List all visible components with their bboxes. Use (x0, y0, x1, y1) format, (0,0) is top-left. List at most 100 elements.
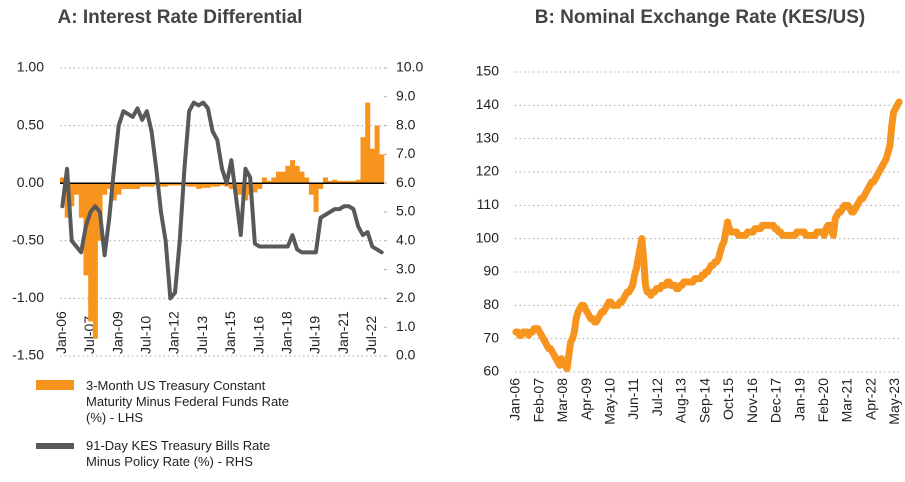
bar (379, 154, 385, 184)
x-tick-label: Jan-06 (53, 311, 69, 354)
bar (205, 183, 211, 188)
bar (341, 180, 347, 184)
y2-tick-label: 6.0 (396, 174, 416, 190)
y-tick-label: -0.50 (12, 232, 44, 248)
bar (158, 183, 164, 187)
x-tick-label: Jun-11 (625, 378, 641, 420)
y-tick-label: -1.00 (12, 289, 44, 305)
bar (318, 183, 324, 189)
x-tick-label: Feb-07 (530, 378, 546, 423)
bar (219, 183, 225, 186)
bar (285, 165, 291, 184)
bar (60, 177, 65, 184)
x-tick-label: Nov-16 (744, 378, 760, 423)
legend-entry: 3-Month US Treasury Constant Maturity Mi… (34, 378, 304, 426)
line (512, 98, 903, 373)
bar (214, 183, 220, 187)
bar (106, 183, 112, 189)
bar (365, 102, 371, 184)
bar (210, 183, 216, 187)
bar (78, 183, 84, 218)
x-tick-label: May-23 (886, 378, 902, 425)
y2-tick-label: 0.0 (396, 347, 416, 363)
y-tick-label: -1.50 (12, 347, 44, 363)
bar (332, 179, 338, 184)
bar (374, 125, 380, 184)
x-tick-label: Jul-19 (307, 316, 323, 354)
y2-tick-label: 7.0 (396, 145, 416, 161)
x-tick-label: Jan-19 (791, 378, 807, 421)
bar (130, 183, 136, 189)
y2-tick-label: 8.0 (396, 116, 416, 132)
x-tick-label: Jan-09 (109, 311, 125, 354)
x-tick-label: Mar-21 (839, 378, 855, 423)
chart-title: A: Interest Rate Differential (58, 7, 303, 28)
x-tick-label: Apr-09 (578, 378, 594, 420)
bar (355, 179, 361, 184)
y-tick-label: 1.00 (17, 59, 44, 75)
bar (299, 171, 305, 184)
x-tick-label: Jul-12 (649, 378, 665, 416)
chart: A: Interest Rate Differential -1.50 -1.00 -… (12, 7, 903, 425)
bar (149, 183, 155, 187)
bar (238, 183, 244, 195)
y2-tick-label: 9.0 (396, 88, 416, 104)
legend-swatch (36, 380, 74, 390)
chart-title: B: Nominal Exchange Rate (KES/US) (535, 7, 865, 28)
page: A: Interest Rate Differential -1.50 -1.00 -… (12, 7, 903, 469)
legend-label: 91-Day KES Treasury Bills Rate Minus Pol… (86, 438, 271, 469)
bar (196, 183, 202, 189)
y2-tick-label: 4.0 (396, 232, 416, 248)
bar (229, 183, 235, 189)
bar (271, 177, 277, 184)
bar (102, 183, 108, 195)
x-tick-label: Feb-20 (815, 378, 831, 423)
bar (92, 183, 98, 339)
bar (111, 183, 117, 201)
bar (172, 183, 178, 186)
y2-tick-label: 1.0 (396, 318, 416, 334)
y2-tick-label: 5.0 (396, 203, 416, 219)
bar (290, 160, 296, 184)
x-tick-label: Jan-21 (335, 311, 351, 354)
y-tick-label: 150 (476, 63, 500, 79)
x-tick-label: May-10 (601, 378, 617, 425)
x-tick-label: Dec-17 (768, 378, 784, 423)
line (60, 100, 384, 301)
bar (369, 148, 375, 184)
legend-entry: 91-Day KES Treasury Bills Rate Minus Pol… (34, 438, 304, 470)
bar (163, 183, 169, 187)
bar (69, 183, 75, 207)
bar (125, 183, 131, 189)
bar (313, 183, 319, 212)
bar (88, 183, 94, 322)
legend-marker (36, 380, 74, 390)
bar (252, 183, 258, 193)
bar (177, 183, 183, 186)
bar (276, 171, 281, 184)
y2-tick-label: 3.0 (396, 260, 416, 276)
y-tick-label: 100 (476, 229, 500, 245)
x-tick-label: Jul-16 (250, 316, 266, 354)
bar (74, 183, 80, 195)
y-tick-label: 80 (483, 296, 499, 312)
bar (200, 183, 206, 188)
bar (191, 183, 197, 187)
y-tick-label: 0.00 (17, 174, 44, 190)
x-tick-label: Mar-08 (554, 378, 570, 423)
y-tick-label: 70 (483, 329, 499, 345)
x-tick-label: Jul-13 (194, 316, 210, 354)
bar (261, 177, 267, 184)
bar (351, 180, 357, 184)
bar (186, 183, 192, 187)
x-tick-label: Jan-18 (278, 311, 294, 354)
x-tick-label: Sep-14 (696, 378, 712, 423)
bar (257, 183, 263, 189)
bar (322, 177, 328, 184)
x-tick-label: Jan-12 (166, 311, 182, 354)
bar (116, 183, 122, 195)
bar (168, 183, 173, 186)
bar (360, 137, 366, 184)
y-tick-label: 140 (476, 96, 500, 112)
bar (327, 180, 333, 184)
